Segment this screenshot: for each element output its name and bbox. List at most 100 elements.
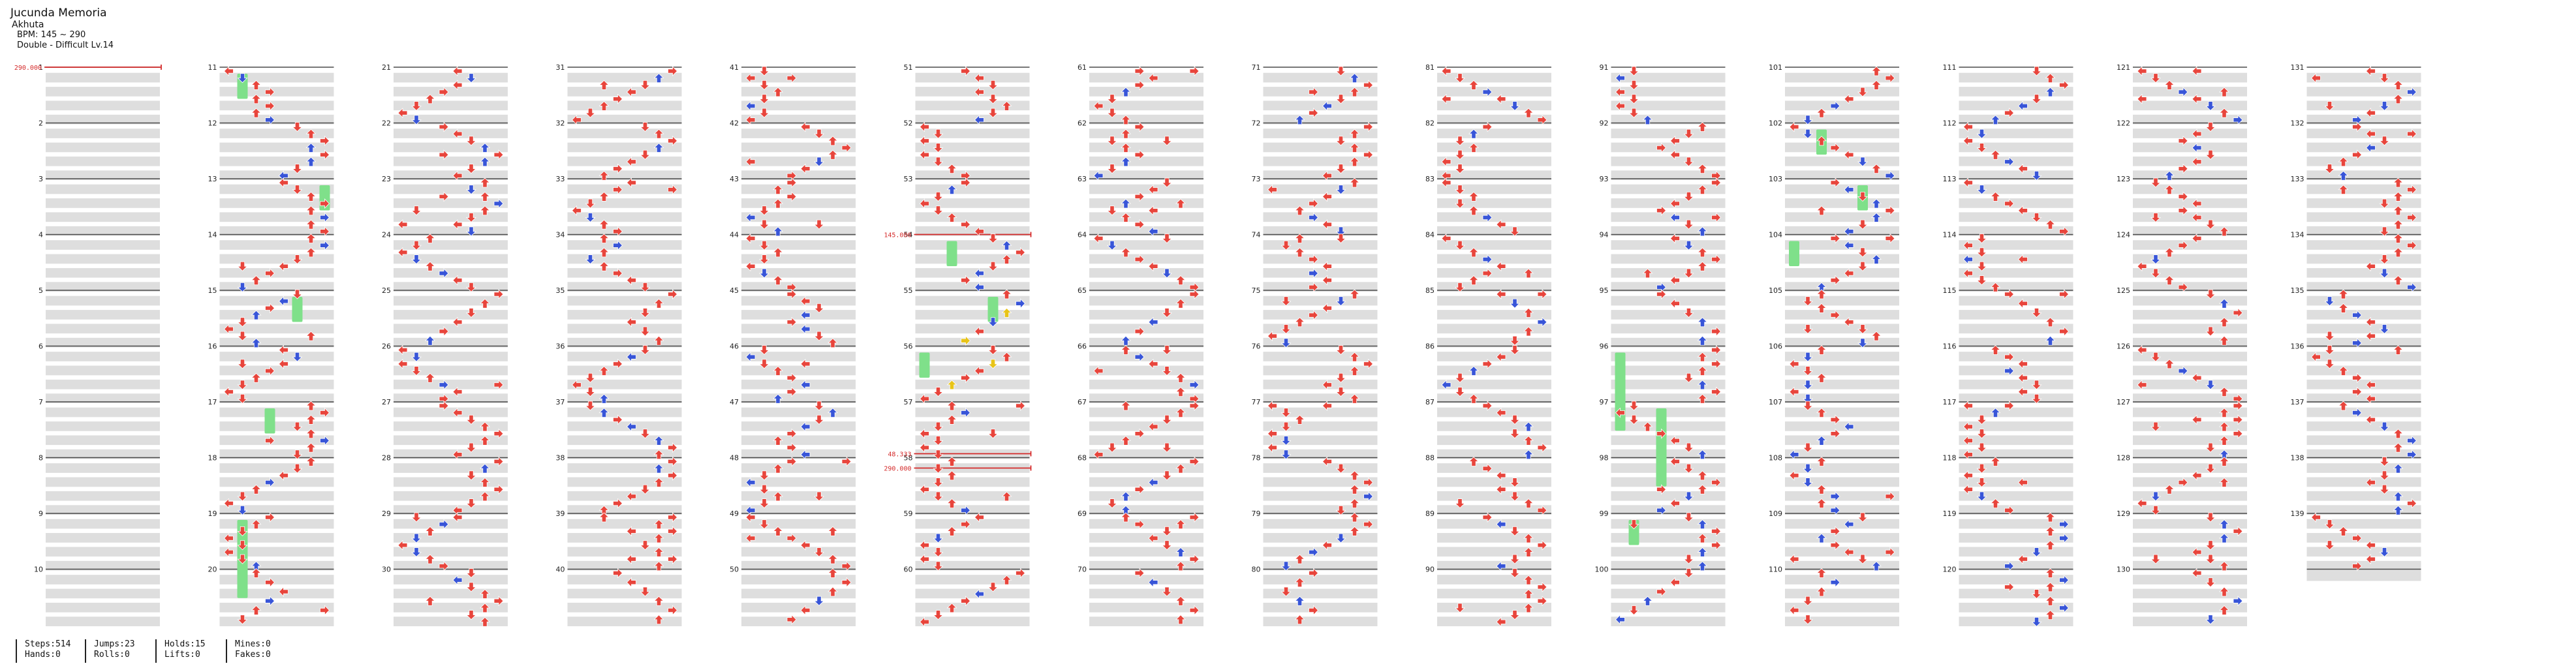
arrow-shape: [919, 428, 929, 439]
arrow-shape: [292, 449, 303, 460]
step-arrow: [1175, 198, 1186, 209]
beat-stripe: [1437, 365, 1551, 376]
step-arrow: [2017, 254, 2028, 265]
arrow-shape: [814, 414, 824, 425]
step-arrow: [987, 234, 999, 244]
measure: 12: [208, 119, 334, 180]
step-arrow: [2393, 219, 2404, 230]
beat-stripe: [1959, 87, 2073, 97]
step-arrow: [292, 449, 303, 460]
arrow-shape: [251, 108, 262, 118]
step-arrow: [987, 582, 999, 592]
arrow-shape: [305, 414, 317, 425]
step-arrow: [974, 114, 984, 125]
arrow-shape: [828, 568, 838, 578]
arrow-shape: [2393, 463, 2404, 474]
step-arrow: [1280, 240, 1292, 250]
arrow-shape: [425, 94, 435, 104]
measure: 128: [2117, 454, 2247, 515]
step-arrow: [1121, 198, 1131, 209]
arrow-shape: [265, 435, 275, 446]
arrow-shape: [598, 80, 610, 90]
step-arrow: [2393, 247, 2404, 258]
arrow-shape: [2017, 372, 2028, 384]
beat-stripe: [46, 296, 160, 306]
arrow-shape: [814, 401, 824, 411]
arrow-shape: [585, 387, 596, 397]
arrow-shape: [640, 540, 651, 551]
step-arrow: [2164, 359, 2175, 369]
beat-stripe: [1959, 393, 2073, 403]
beat-stripe: [1611, 72, 1726, 83]
arrow-shape: [1683, 442, 1694, 453]
step-arrow: [2352, 337, 2363, 348]
step-arrow: [1175, 408, 1186, 418]
measure-number: 32: [556, 119, 565, 128]
beat-stripe: [915, 100, 1030, 111]
step-arrow: [251, 310, 262, 320]
arrow-shape: [759, 108, 769, 118]
measure: 11: [208, 63, 334, 125]
beat-stripe: [2306, 156, 2421, 166]
beat-stripe: [2306, 310, 2421, 320]
step-arrow: [2219, 586, 2229, 597]
step-arrow: [2352, 407, 2363, 418]
step-arrow: [786, 428, 797, 439]
step-arrow: [640, 308, 651, 318]
step-arrow: [1134, 254, 1145, 265]
step-arrow: [2365, 539, 2376, 551]
step-arrow: [452, 66, 463, 76]
measure: 43: [730, 175, 856, 236]
step-arrow: [1844, 240, 1854, 251]
step-arrow: [800, 310, 811, 321]
beat-stripe: [1437, 505, 1551, 515]
beat-stripe: [2133, 477, 2247, 487]
arrow-shape: [1510, 610, 1520, 620]
beat-stripe: [219, 477, 334, 487]
arrow-shape: [1683, 554, 1694, 564]
arrow-shape: [292, 463, 303, 474]
arrow-shape: [278, 261, 288, 272]
step-arrow: [278, 586, 288, 597]
step-arrow: [585, 387, 596, 397]
arrow-shape: [841, 560, 852, 571]
arrow-shape: [278, 586, 288, 597]
step-arrow: [1189, 379, 1200, 390]
arrow-shape: [439, 519, 449, 530]
step-arrow: [1803, 442, 1813, 453]
step-arrow: [1363, 491, 1374, 502]
arrow-shape: [613, 184, 623, 195]
step-arrow: [2205, 326, 2216, 337]
step-arrow: [1711, 344, 1722, 356]
step-arrow: [1857, 247, 1868, 258]
step-arrow: [1121, 344, 1131, 355]
holds-count: Holds:15: [164, 639, 206, 649]
arrow-shape: [585, 254, 596, 265]
step-arrow: [773, 275, 783, 286]
beat-stripe: [2133, 142, 2247, 153]
measure-number: 5: [39, 286, 43, 295]
arrow-shape: [1349, 526, 1360, 536]
step-arrow: [2407, 435, 2417, 446]
measure: 109: [1769, 509, 1899, 571]
step-arrow: [1523, 326, 1534, 337]
measure: 124: [2117, 231, 2247, 292]
arrow-shape: [571, 114, 582, 125]
beat-stripe: [915, 184, 1030, 194]
step-arrow: [278, 358, 288, 369]
step-arrow: [919, 121, 929, 132]
beat-stripe: [915, 435, 1030, 446]
measure: 129: [2117, 509, 2247, 571]
arrow-shape: [1697, 164, 1708, 174]
arrow-shape: [1121, 129, 1131, 139]
step-arrow: [786, 191, 797, 202]
step-arrow: [613, 93, 623, 104]
beat-stripe: [1959, 100, 2073, 111]
arrow-shape: [2407, 184, 2417, 195]
arrow-shape: [251, 338, 262, 348]
measure-number: 106: [1769, 342, 1782, 351]
measure: 108: [1769, 454, 1899, 515]
step-arrow: [1510, 345, 1520, 356]
measure: 131: [2291, 63, 2421, 125]
beat-stripe: [1611, 156, 1726, 166]
